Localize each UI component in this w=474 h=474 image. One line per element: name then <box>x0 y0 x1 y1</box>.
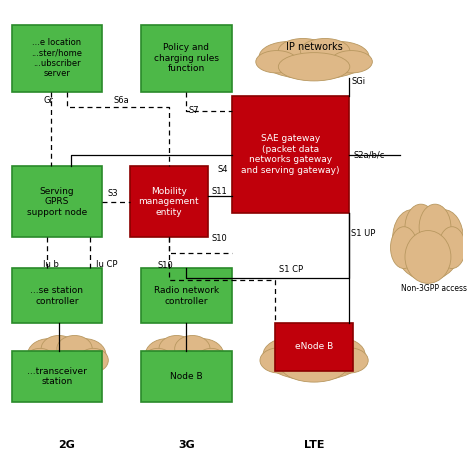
Ellipse shape <box>181 338 224 371</box>
Text: S1 CP: S1 CP <box>279 265 303 274</box>
Ellipse shape <box>394 209 462 281</box>
Ellipse shape <box>143 348 173 372</box>
FancyBboxPatch shape <box>12 25 102 91</box>
Ellipse shape <box>424 210 463 267</box>
Ellipse shape <box>29 338 104 379</box>
Text: S10: S10 <box>157 261 173 270</box>
Text: SGi: SGi <box>351 77 365 86</box>
Ellipse shape <box>57 336 92 362</box>
Text: S1 UP: S1 UP <box>351 228 376 237</box>
Ellipse shape <box>391 227 417 268</box>
Text: Policy and
charging rules
function: Policy and charging rules function <box>154 44 219 73</box>
FancyBboxPatch shape <box>12 351 102 402</box>
Ellipse shape <box>175 336 210 362</box>
Text: eNode B: eNode B <box>295 342 333 351</box>
Text: ...se station
controller: ...se station controller <box>30 286 83 306</box>
Text: ...transceiver
station: ...transceiver station <box>27 367 87 386</box>
Ellipse shape <box>301 38 350 63</box>
Text: S7: S7 <box>189 106 199 115</box>
Ellipse shape <box>392 210 431 267</box>
Ellipse shape <box>159 336 194 362</box>
Ellipse shape <box>262 41 366 80</box>
Ellipse shape <box>41 351 92 381</box>
FancyBboxPatch shape <box>141 25 232 91</box>
Text: S6a: S6a <box>114 96 129 105</box>
Ellipse shape <box>63 338 106 371</box>
Text: S11: S11 <box>212 187 228 196</box>
Ellipse shape <box>405 204 437 250</box>
FancyBboxPatch shape <box>232 96 349 213</box>
Text: Iu b: Iu b <box>43 260 59 269</box>
FancyBboxPatch shape <box>141 351 232 402</box>
Ellipse shape <box>25 348 55 372</box>
Ellipse shape <box>309 41 369 72</box>
FancyBboxPatch shape <box>12 268 102 323</box>
Ellipse shape <box>159 351 210 381</box>
Ellipse shape <box>405 230 451 283</box>
Ellipse shape <box>259 41 319 72</box>
Ellipse shape <box>27 338 71 371</box>
Ellipse shape <box>330 51 373 73</box>
FancyBboxPatch shape <box>12 166 102 237</box>
Text: IP networks: IP networks <box>286 42 342 52</box>
FancyBboxPatch shape <box>275 323 353 371</box>
Text: Radio network
controller: Radio network controller <box>154 286 219 306</box>
Ellipse shape <box>419 204 451 250</box>
Ellipse shape <box>438 227 465 268</box>
Text: S4: S4 <box>218 165 228 174</box>
Ellipse shape <box>281 350 347 382</box>
Text: S10: S10 <box>212 234 228 243</box>
Ellipse shape <box>145 338 189 371</box>
Text: Iu CP: Iu CP <box>96 260 118 269</box>
Ellipse shape <box>309 337 365 372</box>
Text: Non-3GPP access: Non-3GPP access <box>401 283 467 292</box>
Ellipse shape <box>301 334 347 362</box>
Ellipse shape <box>41 336 76 362</box>
Ellipse shape <box>79 348 109 372</box>
Ellipse shape <box>256 51 298 73</box>
Ellipse shape <box>278 53 350 81</box>
Text: Node B: Node B <box>170 372 203 381</box>
Text: 3G: 3G <box>178 440 195 450</box>
Text: S2a/b/c: S2a/b/c <box>353 150 385 159</box>
Text: LTE: LTE <box>304 440 324 450</box>
Text: 2G: 2G <box>58 440 75 450</box>
FancyBboxPatch shape <box>129 166 208 237</box>
FancyBboxPatch shape <box>141 268 232 323</box>
Ellipse shape <box>263 337 319 372</box>
Text: ...e location
...ster/home
...ubscriber
server: ...e location ...ster/home ...ubscriber … <box>31 38 82 78</box>
Text: Mobility
management
entity: Mobility management entity <box>138 187 199 217</box>
Text: SAE gateway
(packet data
networks gateway
and serving gateway): SAE gateway (packet data networks gatewa… <box>241 135 340 174</box>
Ellipse shape <box>329 348 368 373</box>
Text: Gr: Gr <box>43 96 53 105</box>
Ellipse shape <box>147 338 222 379</box>
Ellipse shape <box>281 334 327 362</box>
Ellipse shape <box>196 348 226 372</box>
Text: S3: S3 <box>108 189 118 198</box>
Ellipse shape <box>265 337 363 381</box>
Text: Serving
GPRS
support node: Serving GPRS support node <box>27 187 87 217</box>
Ellipse shape <box>278 38 328 63</box>
Ellipse shape <box>260 348 299 373</box>
